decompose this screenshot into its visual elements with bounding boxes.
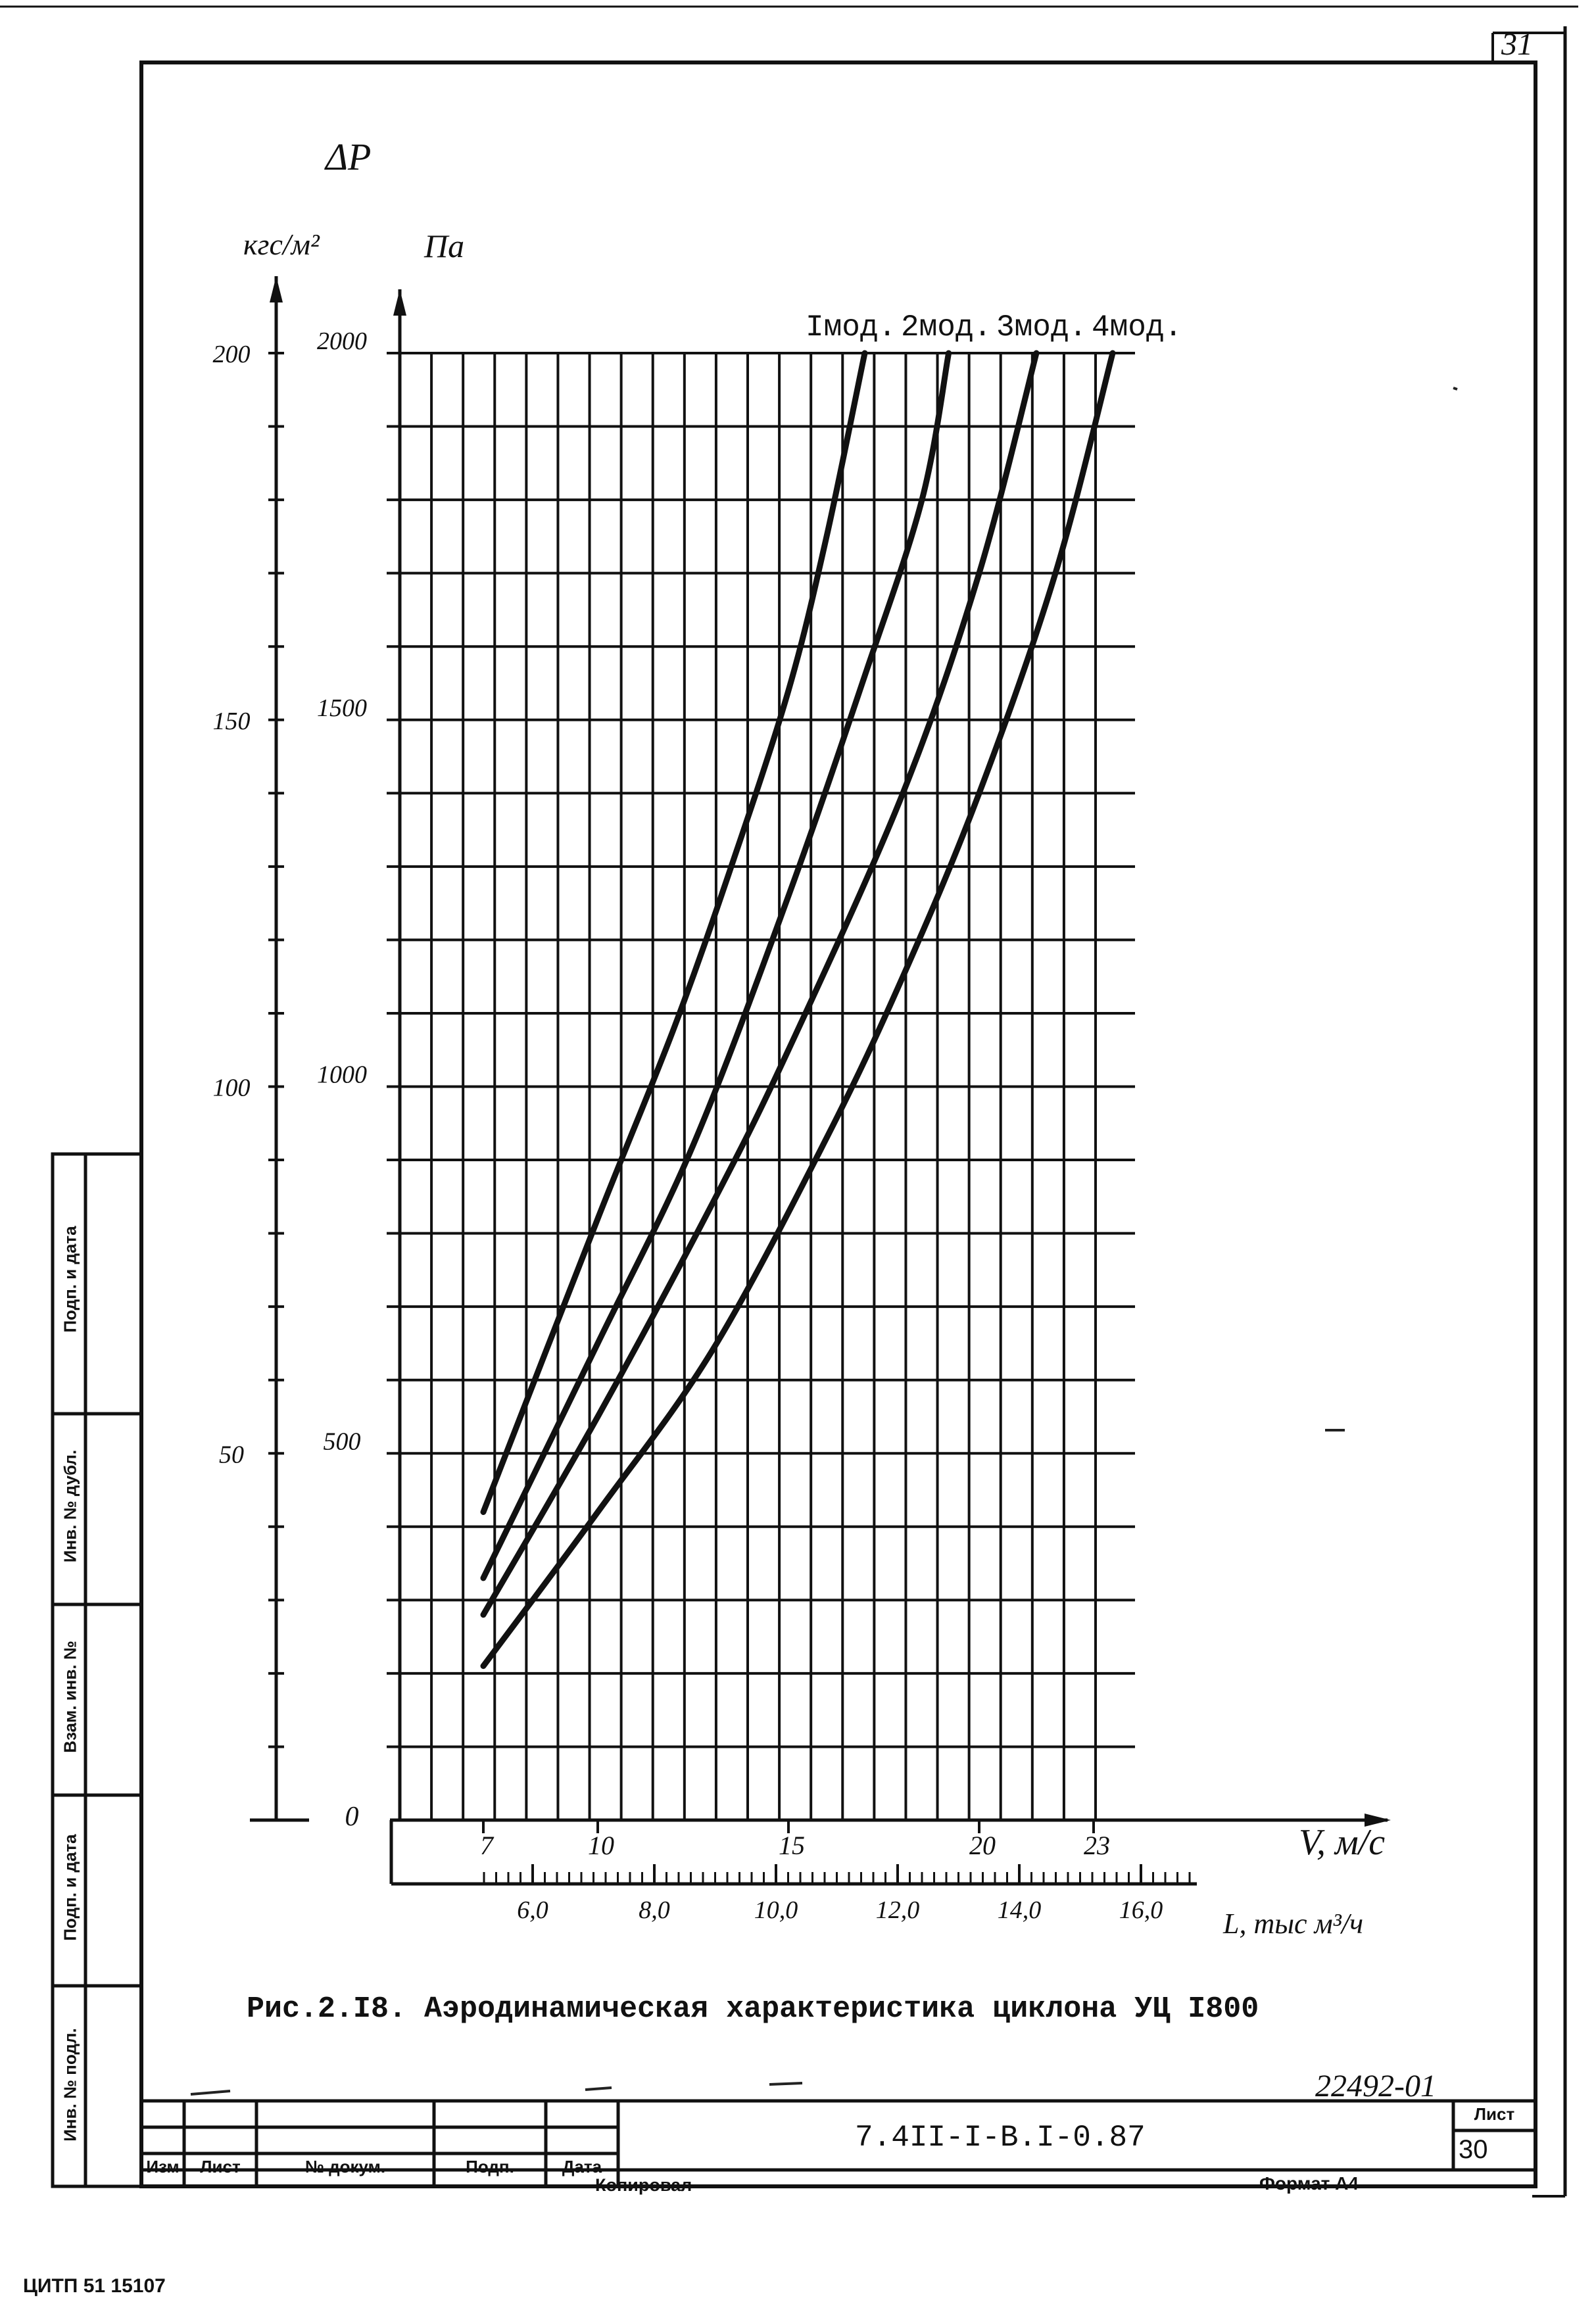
column-date: Дата	[562, 2157, 602, 2176]
figure-caption: Рис.2.I8. Аэродинамическая характеристик…	[247, 1992, 1259, 2026]
y-axis-pa-arrow	[393, 289, 406, 316]
stamp-sign-date-1: Подп. и дата	[60, 1226, 80, 1333]
y-tick-label-kgf: 50	[219, 1441, 244, 1468]
y-unit-right: Па	[424, 228, 465, 264]
x2-tick-label: 10,0	[754, 1896, 798, 1924]
y-tick-label-pa: 1500	[317, 694, 367, 722]
series-label-1: Iмод.	[806, 310, 896, 345]
y-symbol: ΔP	[326, 135, 372, 178]
x2-tick-label: 12,0	[876, 1896, 920, 1924]
series-label-2: 2мод.	[901, 310, 992, 345]
y-tick-label-kgf: 100	[213, 1074, 251, 1102]
y-tick-label-pa: 2000	[317, 327, 367, 355]
y-tick-label-kgf: 200	[213, 341, 251, 368]
sheet-label: Лист	[1474, 2104, 1515, 2124]
chart-curves	[480, 350, 1116, 1670]
x2-tick-label: 14,0	[998, 1896, 1042, 1924]
y-tick-label-pa: 1000	[317, 1061, 367, 1089]
x-axis-velocity-arrow	[1365, 1814, 1391, 1827]
series-curve-1	[480, 350, 868, 1515]
x-tick-label: 15	[779, 1831, 805, 1860]
title-block	[141, 2099, 1536, 2186]
x-tick-label: 7	[480, 1831, 495, 1860]
copied-by: Копировал	[595, 2175, 692, 2195]
series-curve-2	[480, 350, 952, 1581]
bottom-code: ЦИТП 51 15107	[23, 2275, 166, 2297]
stamp-orig-inv: Инв. № подл.	[60, 2028, 80, 2142]
stamp-repl-inv: Взам. инв. №	[60, 1641, 80, 1753]
x2-axis-label: L, тыс м³/ч	[1223, 1908, 1364, 1940]
chart-grid	[387, 352, 1135, 1820]
series-label-4: 4мод.	[1092, 310, 1182, 345]
x-tick-label: 10	[588, 1831, 614, 1860]
stamp-sign-date-2: Подп. и дата	[60, 1834, 80, 1941]
x2-tick-label: 8,0	[639, 1896, 670, 1924]
column-list: Лист	[200, 2157, 241, 2176]
series-label-3: 3мод.	[996, 310, 1087, 345]
x-axis-label: V, м/с	[1299, 1822, 1386, 1863]
sheet-number: 30	[1459, 2135, 1488, 2164]
x-tick-label: 23	[1084, 1831, 1110, 1860]
y-tick-label-pa: 500	[324, 1428, 361, 1455]
ink-number: 22492-01	[1315, 2069, 1436, 2104]
stamp-dup-inv: Инв. № дубл.	[60, 1449, 80, 1563]
series-curve-3	[480, 350, 1040, 1618]
y-axis-kgf-arrow	[270, 276, 283, 302]
x-tick-label: 20	[969, 1831, 996, 1860]
document-code: 7.4II-I-B.I-0.87	[855, 2121, 1146, 2155]
series-curve-4	[480, 350, 1116, 1670]
paper-format: Формат А4	[1259, 2173, 1359, 2194]
page-frame	[0, 5, 1578, 2198]
corner-sheet-number: 31	[1501, 27, 1533, 62]
scan-marks	[190, 387, 1458, 2096]
y-unit-left: кгс/м²	[243, 228, 320, 261]
column-signature: Подп.	[466, 2157, 514, 2176]
side-stamp	[51, 1152, 143, 2188]
chart-axes	[250, 276, 1391, 1886]
x2-tick-label: 16,0	[1119, 1896, 1163, 1924]
column-izm: Изм	[146, 2157, 180, 2176]
y-tick-label-kgf: 150	[213, 708, 251, 735]
y-tick-label-pa: 0	[345, 1802, 359, 1832]
x2-tick-label: 6,0	[517, 1896, 548, 1924]
column-doc-number: № докум.	[304, 2157, 386, 2176]
chart-labels: 0 500 1000 1500 2000 50 100 150 200 7 10 15 20 23 6,0 8…	[213, 310, 1183, 1924]
